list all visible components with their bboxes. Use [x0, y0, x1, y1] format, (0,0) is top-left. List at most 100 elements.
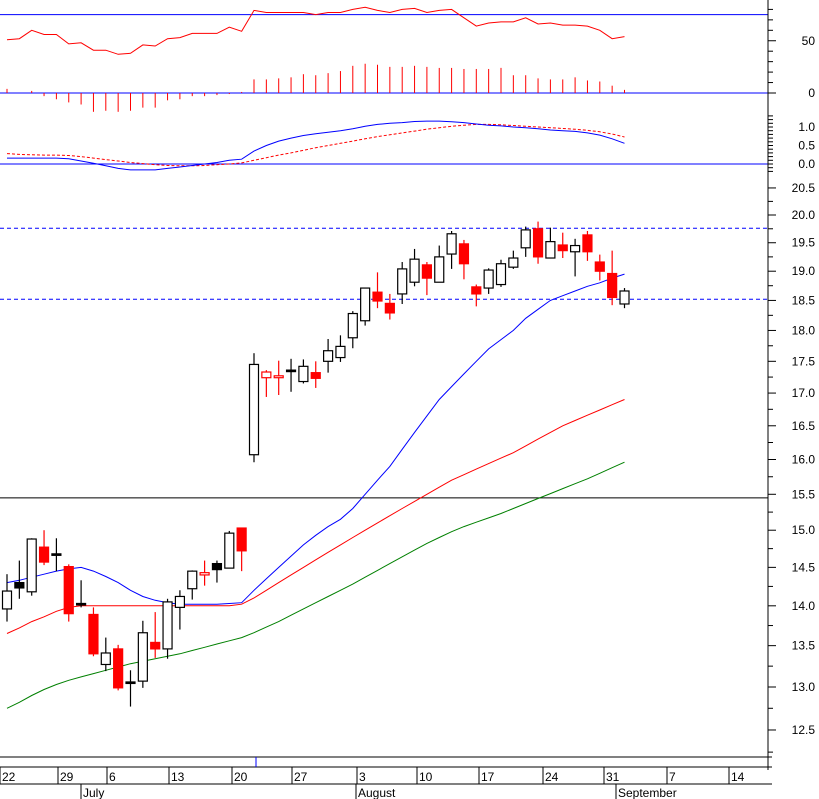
candle-body [150, 641, 161, 650]
candle-body [38, 546, 50, 563]
candle-body [384, 302, 395, 314]
candle [63, 564, 74, 622]
candle-body [397, 268, 408, 295]
y-tick-label: 16.5 [792, 419, 816, 433]
x-tick-label: 14 [731, 770, 745, 784]
y-tick-label: 18.0 [792, 323, 816, 337]
x-tick-label: 10 [419, 770, 433, 784]
candle-body [137, 632, 148, 682]
candle [75, 580, 87, 608]
candle [137, 620, 148, 688]
candle-body [372, 291, 383, 302]
x-tick-label: 29 [60, 770, 74, 784]
candle-body [14, 581, 25, 589]
x-tick-label: 22 [2, 770, 16, 784]
candle-body [273, 375, 284, 379]
candle-body [582, 234, 593, 253]
candle-body [335, 345, 346, 359]
y-tick-label: 50 [802, 34, 816, 48]
x-month-label: September [618, 786, 677, 799]
oscillator-line [6, 6, 625, 55]
candle-body [347, 312, 358, 339]
y-tick-label: 19.0 [792, 264, 816, 278]
candle [100, 637, 111, 672]
candle [211, 560, 223, 583]
y-tick-label: 13.0 [792, 680, 816, 694]
candle [421, 262, 432, 296]
candle-body [483, 269, 494, 289]
candle [51, 538, 62, 572]
candle [261, 370, 272, 397]
y-tick-label: 20.0 [792, 208, 816, 222]
y-tick-label: 14.5 [792, 560, 816, 574]
candle-body [446, 233, 457, 255]
candle [248, 353, 260, 463]
y-tick-label: 0.0 [798, 157, 815, 171]
candle-body [88, 613, 99, 655]
candle [335, 335, 346, 362]
candle [372, 272, 383, 309]
candle-body [75, 602, 87, 606]
candle [520, 226, 531, 257]
x-tick-label: 20 [234, 770, 248, 784]
candle-body [51, 553, 62, 556]
y-tick-label: 1.0 [798, 120, 815, 134]
candle [360, 287, 371, 326]
y-tick-label: 20.5 [792, 181, 816, 195]
y-tick-label: 16.0 [792, 452, 816, 466]
candle-body [594, 261, 605, 272]
candle [495, 259, 507, 287]
candle-body [199, 572, 210, 576]
x-tick-label: 3 [359, 770, 366, 784]
candle [569, 238, 581, 277]
candle-body [125, 681, 136, 685]
candle-body [285, 369, 297, 373]
ma-fast-line [6, 273, 625, 605]
candle [483, 268, 494, 294]
candle [508, 250, 519, 269]
candle [347, 311, 358, 349]
candle [397, 262, 408, 304]
x-tick-label: 17 [481, 770, 495, 784]
x-month-label: August [358, 786, 396, 799]
candle-body [261, 371, 272, 379]
candle-body [174, 595, 185, 608]
candle [26, 538, 37, 596]
x-tick-label: 13 [171, 770, 185, 784]
candle-body [63, 566, 74, 615]
candle [384, 293, 395, 320]
candle-body [409, 258, 420, 283]
candle [471, 284, 482, 307]
x-tick-label: 31 [606, 770, 620, 784]
candle-body [162, 601, 173, 650]
macd-line [7, 120, 625, 171]
candle [310, 361, 321, 388]
candle-body [508, 257, 519, 268]
candle [594, 254, 605, 281]
candle-body [532, 228, 544, 258]
y-tick-label: 17.0 [792, 386, 816, 400]
candle-body [26, 538, 37, 593]
candle-body [1, 590, 13, 610]
candle [14, 560, 25, 599]
candle-body [248, 363, 260, 456]
candle [545, 227, 556, 259]
candle-body [545, 241, 556, 259]
candle-body [224, 532, 235, 569]
x-month-label: July [83, 786, 104, 799]
candle [434, 245, 445, 283]
candle-body [557, 244, 568, 252]
candle [323, 338, 334, 373]
candle-body [520, 229, 531, 249]
candle [125, 670, 136, 707]
y-tick-label: 0.5 [798, 139, 815, 153]
x-tick-label: 6 [109, 770, 116, 784]
candle [409, 248, 420, 287]
candle [113, 644, 124, 691]
x-tick-label: 24 [545, 770, 559, 784]
macd-signal-line [6, 123, 625, 167]
candle-body [434, 256, 445, 283]
candle-body [458, 243, 470, 265]
candle-body [100, 652, 111, 666]
candle [607, 250, 618, 306]
